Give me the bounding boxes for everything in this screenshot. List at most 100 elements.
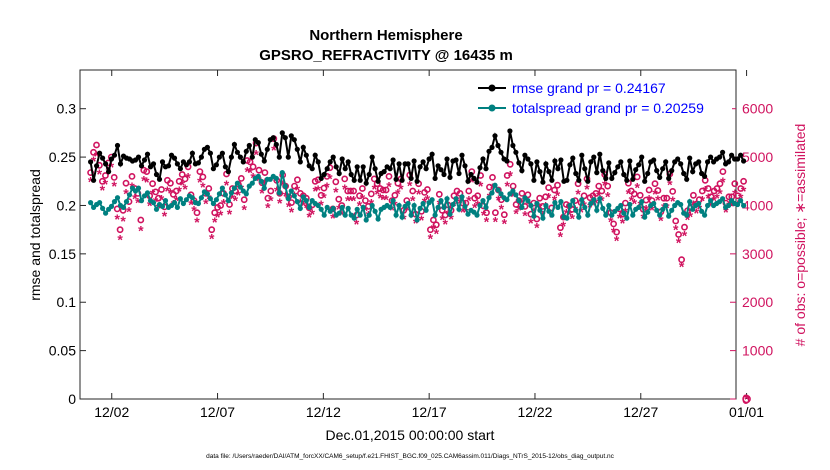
- rmse-point: [477, 165, 483, 171]
- possible-point: [391, 191, 399, 199]
- legend-spread-label: totalspread grand pr = 0.20259: [512, 100, 704, 116]
- rmse-point: [495, 142, 501, 149]
- totalspread-point: [657, 212, 663, 218]
- rmse-point: [375, 178, 381, 184]
- rmse-point: [279, 130, 285, 136]
- y-tick-label: 0.15: [49, 246, 76, 262]
- rmse-point: [444, 156, 450, 162]
- possible-point: [255, 166, 263, 174]
- rmse-point: [432, 175, 438, 181]
- totalspread-point: [213, 197, 219, 203]
- totalspread-point: [603, 212, 609, 218]
- rmse-point: [336, 170, 342, 177]
- totalspread-point: [180, 200, 186, 207]
- possible-point: [172, 187, 180, 195]
- rmse-point: [603, 175, 609, 181]
- rmse-point: [492, 133, 498, 139]
- assimilated-point: *: [567, 207, 573, 223]
- rmse-point: [555, 166, 561, 172]
- rmse-point: [231, 141, 237, 148]
- rmse-point: [372, 166, 378, 172]
- rmse-point: [426, 156, 432, 162]
- assimilated-point: *: [244, 164, 250, 180]
- possible-point: [518, 189, 526, 197]
- possible-point: [341, 175, 349, 183]
- assimilated-point: *: [620, 215, 626, 231]
- possible-point: [267, 187, 275, 195]
- possible-point: [116, 226, 124, 234]
- assimilated-point: *: [156, 200, 162, 216]
- rmse-point: [558, 157, 564, 163]
- rmse-point: [438, 167, 444, 173]
- rmse-point: [459, 152, 465, 158]
- rmse-point: [249, 154, 255, 160]
- rmse-point: [678, 161, 684, 167]
- rmse-point: [276, 154, 282, 160]
- rmse-point: [627, 158, 633, 164]
- possible-point: [595, 182, 603, 190]
- y-tick-label: 0.2: [57, 197, 77, 213]
- assimilated-point: *: [109, 159, 115, 175]
- totalspread-point: [279, 170, 285, 176]
- totalspread-point: [678, 201, 684, 208]
- rmse-point: [483, 166, 489, 172]
- rmse-point: [726, 159, 732, 165]
- assimilated-point: *: [374, 186, 380, 202]
- possible-point: [246, 158, 254, 166]
- rmse-point: [552, 158, 558, 164]
- rmse-point: [729, 152, 735, 158]
- totalspread-point: [216, 191, 222, 197]
- possible-point: [672, 217, 680, 225]
- rmse-point: [534, 159, 540, 165]
- totalspread-point: [249, 180, 255, 186]
- totalspread-point: [447, 211, 453, 217]
- assimilated-point: *: [221, 196, 227, 212]
- assimilated-point: *: [103, 176, 109, 192]
- rmse-point: [246, 142, 252, 149]
- rmse-point: [360, 164, 366, 170]
- possible-point: [524, 191, 532, 199]
- assimilated-point: *: [179, 177, 185, 193]
- rmse-point: [273, 141, 279, 148]
- rmse-point: [633, 167, 639, 173]
- possible-point: [474, 192, 482, 200]
- totalspread-point: [177, 196, 183, 202]
- totalspread-point: [189, 195, 195, 201]
- assimilated-point: *: [135, 195, 141, 211]
- possible-point: [654, 187, 662, 194]
- legend-rmse-marker: [488, 84, 496, 92]
- totalspread-point: [111, 199, 118, 205]
- totalspread-point: [708, 198, 714, 204]
- possible-point: [335, 195, 343, 203]
- possible-point: [175, 177, 183, 185]
- totalspread-point: [150, 200, 157, 206]
- possible-point: [317, 191, 325, 199]
- rmse-point: [564, 177, 570, 183]
- rmse-point: [165, 163, 172, 169]
- assimilated-point: *: [534, 220, 540, 236]
- possible-point: [545, 184, 552, 191]
- assimilated-point: *: [218, 207, 224, 223]
- assimilated-point: *: [289, 204, 295, 220]
- rmse-point: [387, 166, 393, 172]
- possible-point: [489, 173, 496, 181]
- assimilated-point: *: [682, 228, 688, 244]
- rmse-point: [114, 142, 121, 149]
- rmse-point: [318, 175, 324, 181]
- possible-point: [382, 186, 390, 194]
- assimilated-point: *: [141, 172, 147, 188]
- rmse-point: [597, 151, 603, 157]
- totalspread-point: [318, 206, 324, 212]
- assimilated-point: *: [265, 199, 271, 215]
- possible-point: [137, 216, 145, 224]
- possible-point: [293, 176, 301, 184]
- totalspread-point: [582, 204, 588, 210]
- possible-point: [128, 172, 136, 180]
- y2-tick-label: 1000: [742, 343, 773, 359]
- possible-point: [613, 228, 620, 236]
- assimilated-point: *: [679, 258, 685, 274]
- possible-point: [90, 148, 97, 156]
- assimilated-point: *: [197, 174, 203, 190]
- assimilated-point: *: [230, 191, 236, 207]
- totalspread-point: [735, 201, 741, 208]
